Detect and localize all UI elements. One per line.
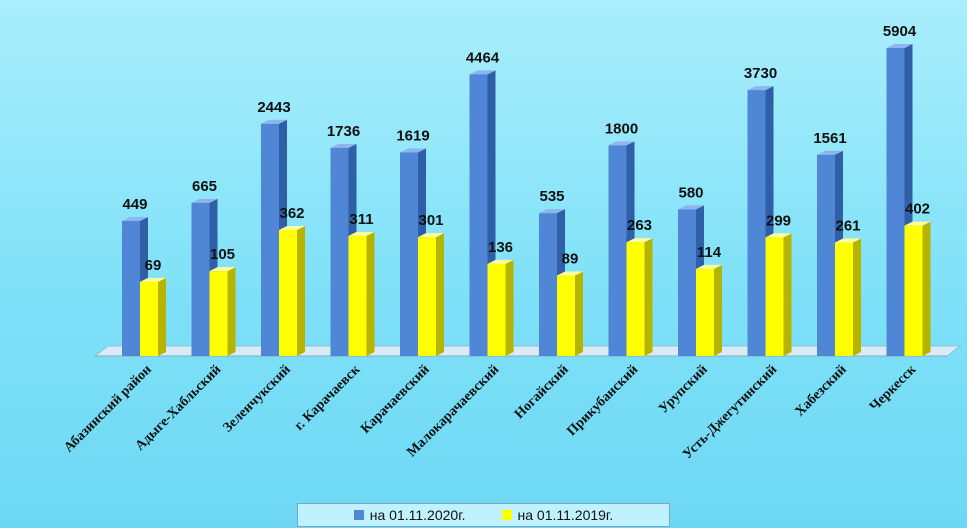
data-label-2020-2: 2443	[257, 99, 290, 116]
data-label-2019-1: 105	[210, 246, 235, 263]
category-label-11: Черкесск	[867, 362, 920, 415]
category-labels-layer: Абазинский районАдыге-ХабльскийЗеленчукс…	[61, 362, 919, 463]
data-label-2019-6: 89	[562, 251, 579, 268]
legend-swatch-2020	[353, 510, 364, 520]
data-label-2019-11: 402	[905, 201, 930, 218]
bar-2019-6	[557, 271, 583, 356]
category-label-8: Урупский	[656, 362, 711, 417]
bar-2019-2	[279, 225, 305, 356]
data-label-2019-10: 261	[835, 217, 860, 234]
data-label-2020-6: 535	[539, 188, 564, 205]
data-label-2020-0: 449	[122, 196, 147, 213]
data-labels-layer: 449 69 665 105 2443 362 1736 311 1619 301 4464 136 5…	[122, 23, 930, 274]
bar-2019-1	[209, 267, 236, 356]
data-label-2020-9: 3730	[744, 65, 777, 82]
data-label-2019-9: 299	[766, 212, 791, 229]
bar-2019-7	[626, 238, 653, 356]
category-label-2: Зеленчукский	[220, 362, 293, 435]
data-label-2020-1: 665	[192, 178, 217, 195]
bar-2019-5	[487, 259, 514, 356]
data-label-2020-11: 5904	[883, 23, 917, 40]
legend-item-2019: на 01.11.2019г.	[501, 507, 614, 523]
data-label-2020-3: 1736	[327, 123, 360, 140]
bar-2019-0	[140, 277, 166, 356]
legend-label-2019: на 01.11.2019г.	[517, 507, 614, 523]
data-label-2019-5: 136	[488, 239, 513, 256]
category-label-10: Хабезский	[792, 362, 849, 419]
data-label-2019-2: 362	[279, 205, 304, 222]
bar-2019-9	[765, 233, 792, 356]
data-label-2020-10: 1561	[813, 130, 846, 147]
category-label-6: Ногайский	[512, 362, 572, 422]
bar-2019-3	[348, 231, 375, 356]
data-label-2019-7: 263	[627, 217, 652, 234]
data-label-2020-4: 1619	[396, 127, 429, 144]
bar-2019-11	[904, 221, 931, 356]
legend-label-2020: на 01.11.2020г.	[369, 507, 466, 523]
legend: на 01.11.2020г. на 01.11.2019г.	[297, 503, 670, 527]
bar-2019-8	[696, 264, 722, 356]
data-label-2019-0: 69	[145, 257, 162, 274]
data-label-2019-3: 311	[349, 211, 373, 228]
legend-item-2020: на 01.11.2020г.	[353, 507, 466, 523]
category-label-3: г. Карачаевск	[292, 362, 364, 434]
bar-2019-10	[835, 238, 861, 356]
bar-2019-4	[418, 233, 444, 356]
data-label-2020-7: 1800	[605, 120, 638, 137]
data-label-2019-4: 301	[418, 212, 443, 229]
data-label-2019-8: 114	[697, 244, 722, 261]
data-label-2020-5: 4464	[466, 49, 500, 66]
legend-swatch-2019	[501, 510, 512, 520]
data-label-2020-8: 580	[678, 184, 703, 201]
category-label-7: Прикубанский	[564, 362, 641, 439]
bars-layer	[122, 44, 931, 357]
category-label-4: Карачаевский	[358, 362, 433, 437]
